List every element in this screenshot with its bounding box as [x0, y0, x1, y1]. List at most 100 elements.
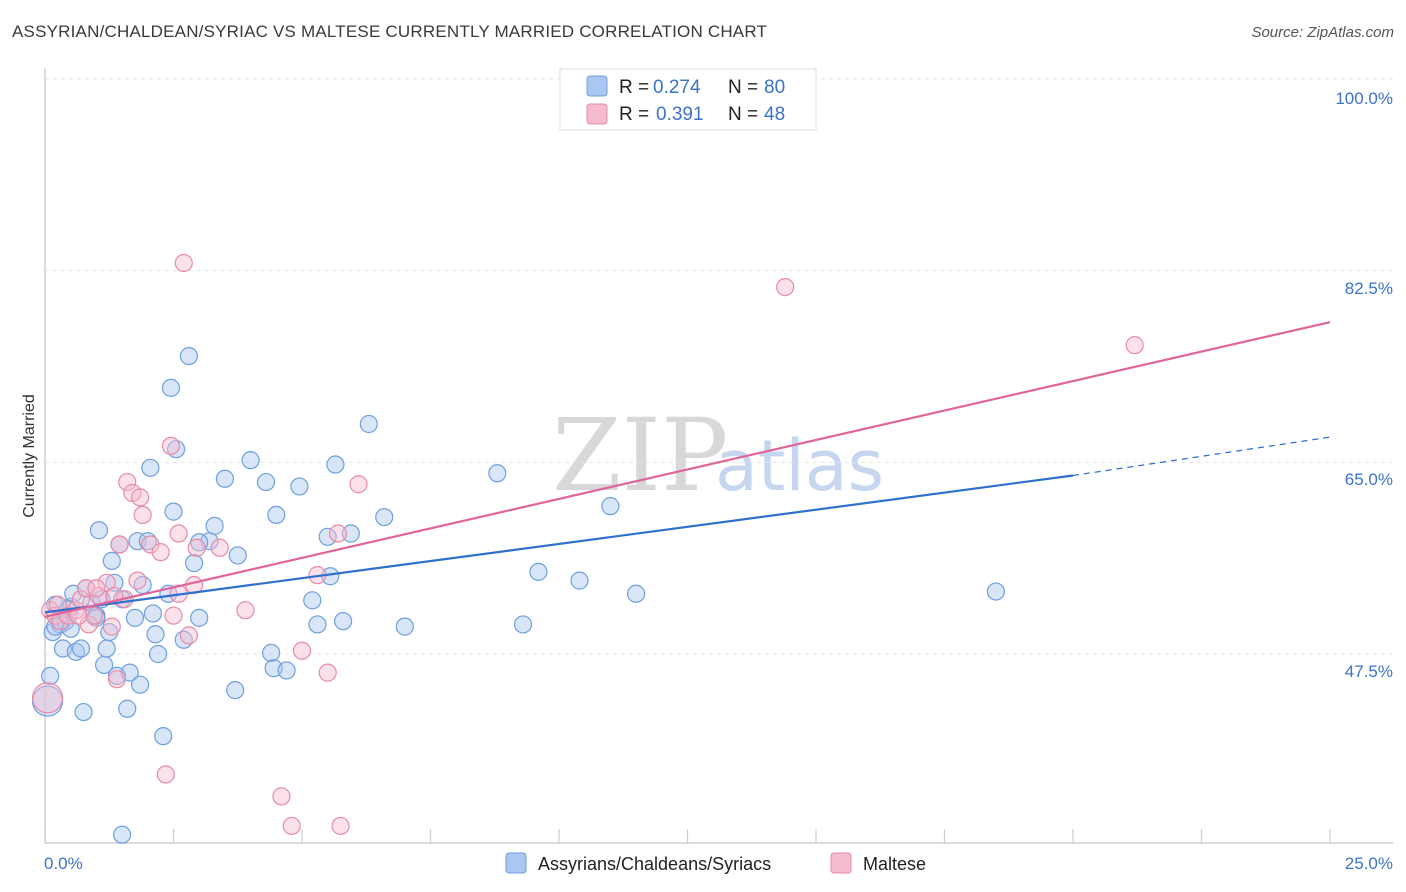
bottom-legend: Assyrians/Chaldeans/Syriacs Maltese	[505, 852, 926, 874]
data-point	[179, 346, 199, 366]
y-tick-label: 82.5%	[1345, 279, 1393, 298]
data-point	[292, 641, 312, 660]
data-point	[326, 455, 345, 474]
data-point	[187, 538, 206, 557]
data-point	[529, 562, 548, 581]
data-point	[488, 464, 507, 483]
bottom-legend-swatch-blue	[505, 852, 527, 874]
data-point	[105, 573, 124, 592]
chart-title: ASSYRIAN/CHALDEAN/SYRIAC VS MALTESE CURR…	[12, 22, 768, 41]
legend-n-label: N =	[728, 77, 758, 98]
data-point	[74, 702, 93, 722]
trend-line-assyrians-extension	[1072, 436, 1331, 477]
data-point	[303, 591, 322, 610]
y-tick-label: 47.5%	[1345, 662, 1393, 681]
y-tick-label: 65.0%	[1345, 470, 1393, 489]
data-point	[133, 505, 152, 525]
data-point	[125, 608, 145, 627]
data-point	[89, 521, 109, 540]
legend-swatch-pink	[586, 103, 608, 125]
data-point	[174, 253, 193, 273]
data-point	[141, 535, 160, 554]
data-point	[166, 440, 186, 459]
data-point	[71, 639, 91, 658]
data-point	[161, 378, 181, 397]
trend-line-maltese	[44, 321, 1331, 618]
data-point	[102, 551, 121, 571]
data-point	[308, 615, 327, 634]
data-point	[161, 436, 181, 456]
legend-swatch-blue	[586, 75, 608, 97]
data-point	[66, 642, 85, 661]
x-tick-label: 25.0%	[1345, 854, 1393, 873]
data-point	[107, 670, 127, 689]
data-point	[334, 612, 353, 631]
data-point	[215, 469, 234, 488]
data-point	[31, 682, 64, 714]
data-point	[169, 524, 188, 543]
data-point	[205, 516, 224, 535]
x-tick-label: 0.0%	[44, 854, 83, 873]
data-point	[290, 477, 309, 496]
legend-r-label: R =	[619, 77, 649, 98]
data-point	[146, 625, 165, 644]
data-point	[318, 663, 337, 682]
source-label: Source: ZipAtlas.com	[1251, 24, 1394, 41]
data-point	[138, 532, 157, 551]
data-point	[318, 527, 337, 546]
data-point	[41, 666, 60, 686]
y-axis-label: Currently Married	[21, 394, 38, 518]
data-point	[262, 643, 281, 663]
data-point	[130, 675, 150, 694]
axes	[44, 68, 1393, 844]
data-point	[776, 277, 795, 297]
bottom-legend-label: Maltese	[863, 854, 926, 874]
bottom-legend-label: Assyrians/Chaldeans/Syriacs	[538, 854, 771, 874]
data-point	[154, 727, 173, 746]
data-point	[112, 825, 132, 844]
series-maltese-points	[31, 253, 1144, 836]
data-point	[272, 787, 291, 806]
y-tick-label: 100.0%	[1335, 89, 1393, 108]
data-point	[341, 524, 360, 543]
data-point	[179, 626, 199, 645]
data-point	[118, 472, 137, 492]
data-point	[210, 538, 229, 557]
data-point	[601, 497, 620, 516]
legend-r-label: R =	[619, 104, 649, 125]
data-point	[118, 699, 137, 718]
legend-r-value: 0.391	[656, 104, 704, 125]
legend-n-value: 80	[764, 77, 785, 98]
data-point	[241, 451, 260, 470]
bottom-legend-swatch-pink	[830, 852, 852, 874]
data-point	[256, 472, 276, 492]
data-point	[148, 644, 168, 664]
data-point	[226, 681, 245, 700]
data-point	[130, 488, 150, 507]
watermark-atlas: atlas	[715, 425, 884, 507]
data-point	[87, 579, 106, 598]
data-point	[359, 414, 378, 434]
data-point	[156, 765, 175, 784]
data-point	[151, 543, 170, 562]
data-point	[97, 639, 116, 658]
data-point	[349, 475, 368, 494]
data-point	[375, 507, 394, 527]
data-point	[128, 571, 147, 590]
trend-line-assyrians	[44, 474, 1074, 614]
data-point	[228, 546, 247, 565]
data-point	[102, 617, 121, 636]
legend-n-value: 48	[764, 104, 785, 125]
data-point	[1125, 336, 1144, 355]
data-point	[282, 816, 301, 836]
legend-box: R = 0.274 N = 80 R = 0.391 N = 48	[559, 68, 817, 131]
trend-lines	[44, 321, 1331, 618]
data-point	[84, 606, 103, 625]
data-point	[277, 661, 296, 680]
data-point	[986, 582, 1006, 601]
data-point	[190, 608, 209, 627]
data-point	[395, 617, 414, 636]
data-point	[164, 502, 183, 521]
data-point	[143, 604, 163, 623]
data-point	[110, 535, 129, 554]
